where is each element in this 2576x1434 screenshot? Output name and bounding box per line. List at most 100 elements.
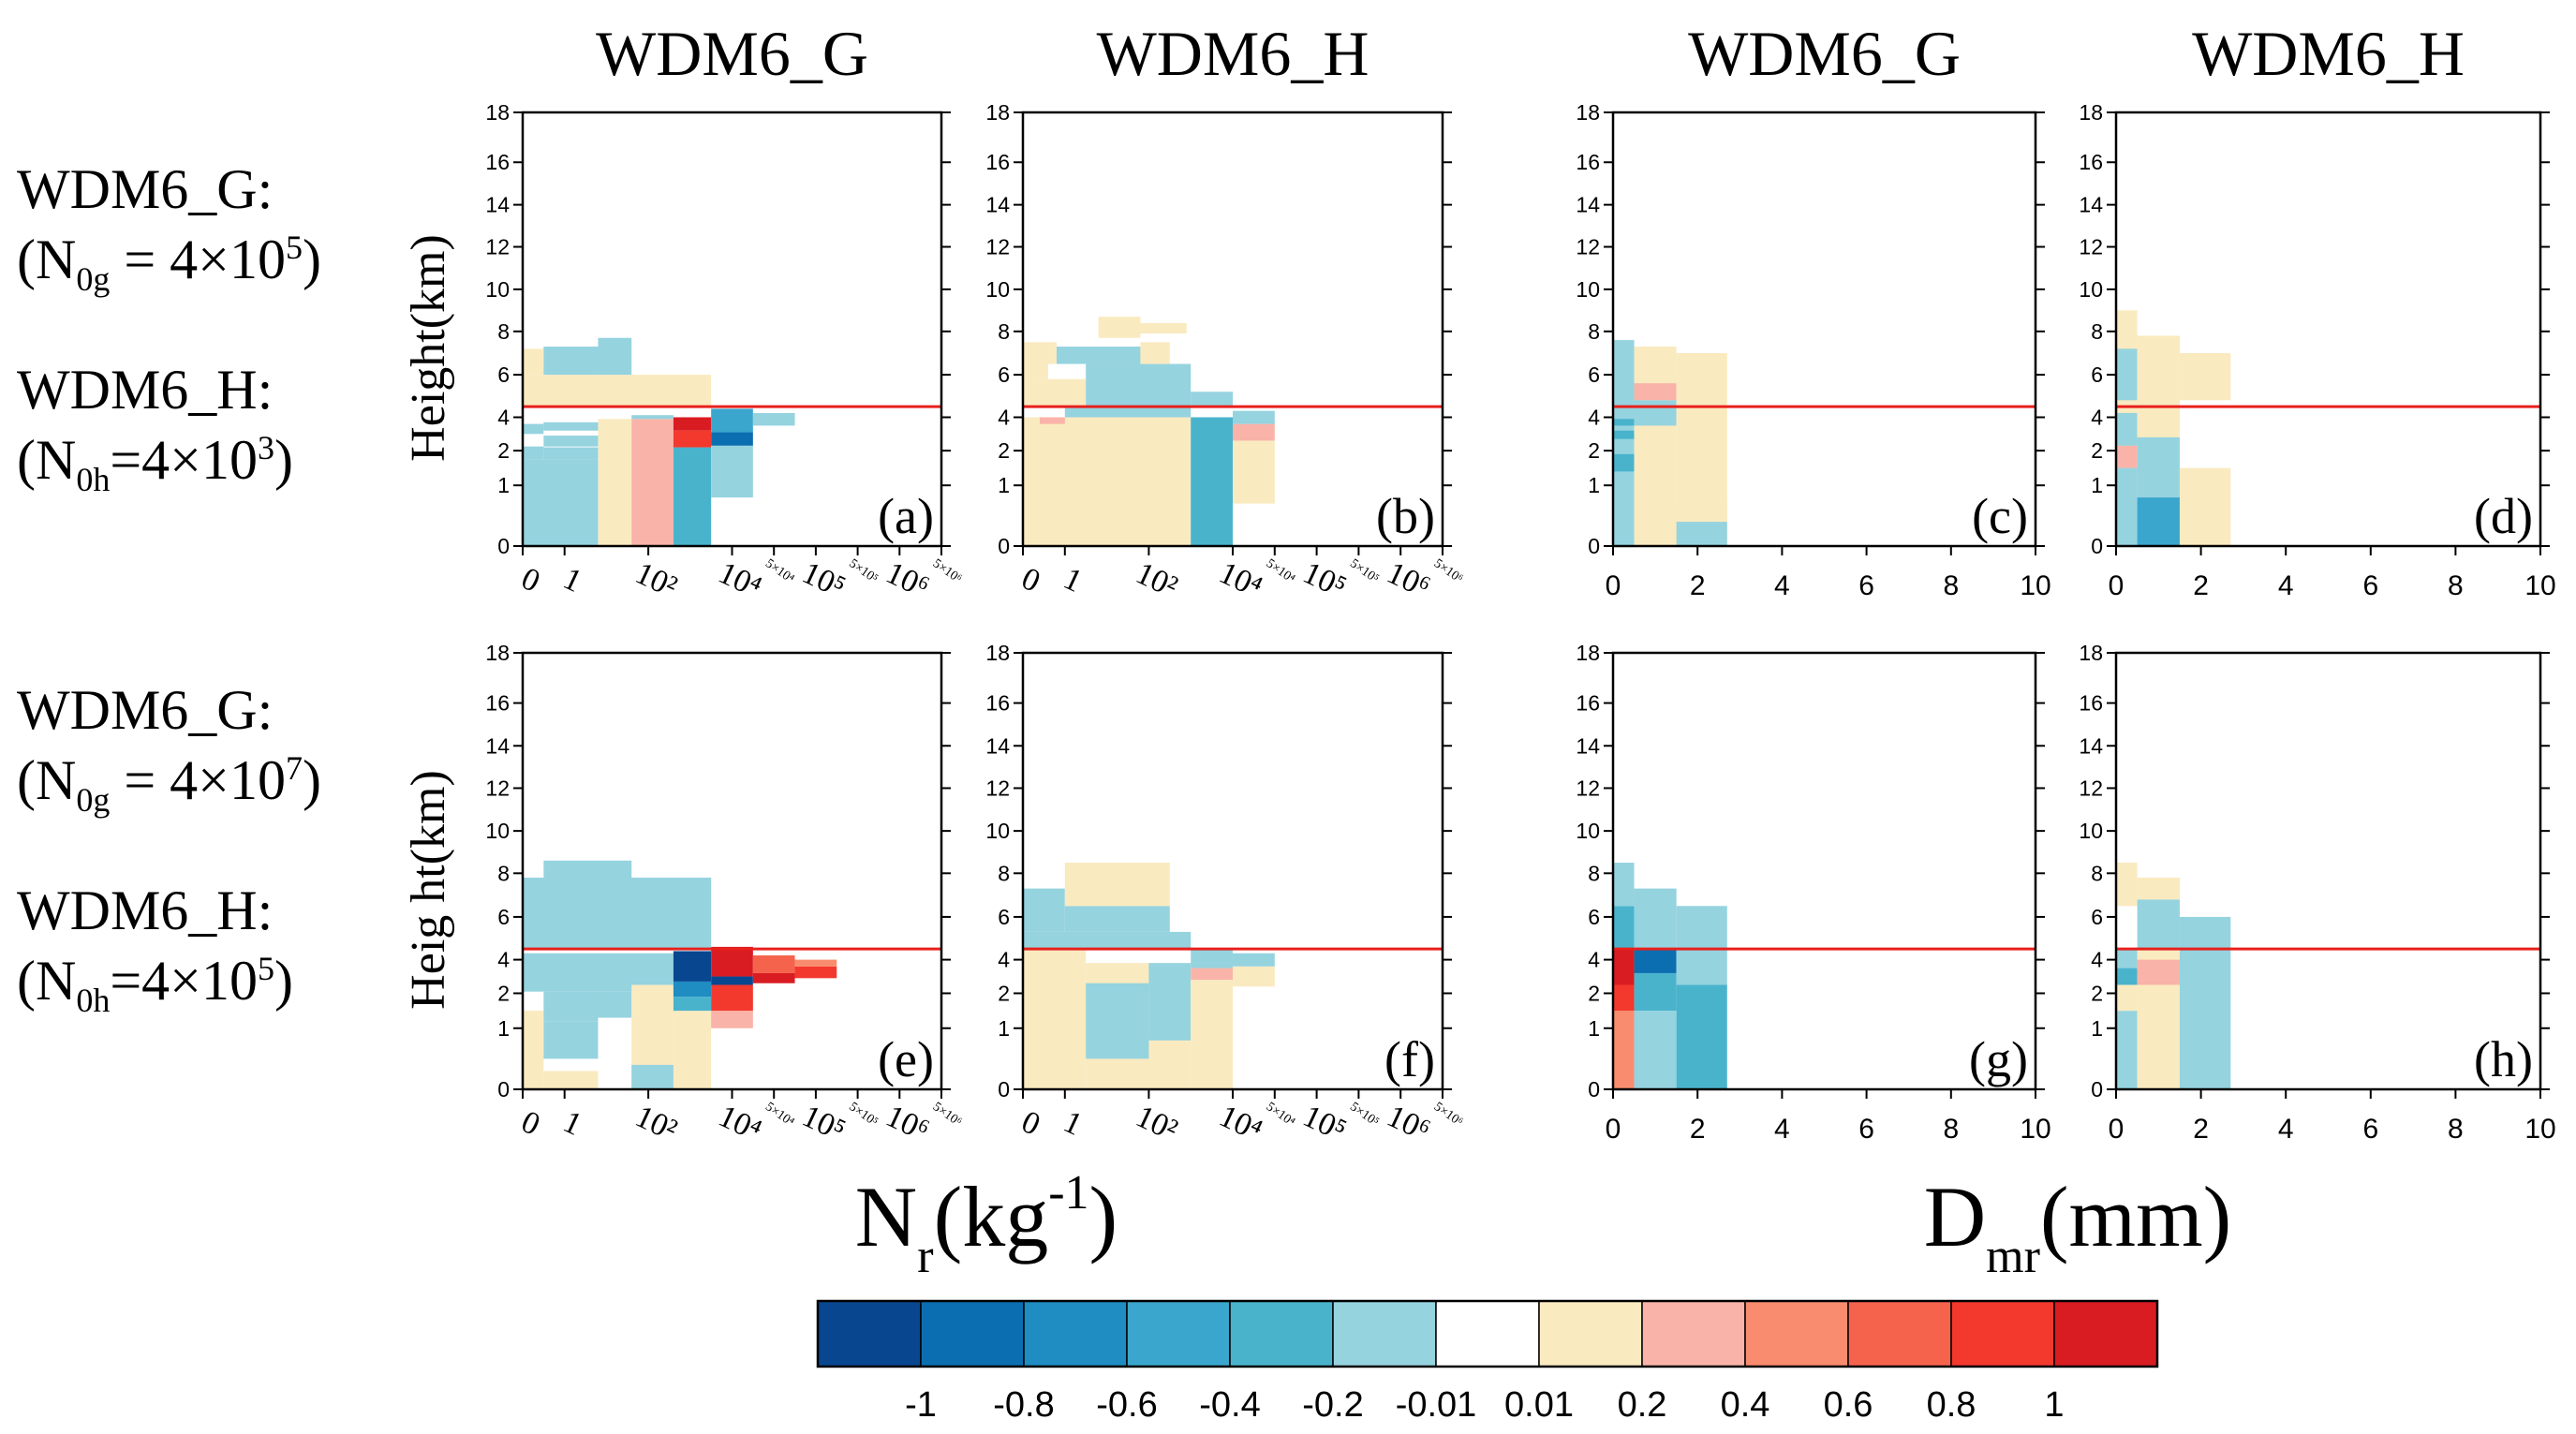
heatmap-cell — [752, 955, 795, 973]
x-tick-label: 0 — [1606, 1114, 1621, 1145]
x-tick-label: 10⁵ — [797, 555, 851, 605]
y-tick-label: 2 — [1588, 438, 1600, 463]
colorbar-swatch — [1641, 1300, 1746, 1367]
y-tick-label: 18 — [2079, 100, 2103, 125]
y-tick-label: 8 — [998, 861, 1010, 885]
row-top-h-name: WDM6_H: — [17, 359, 274, 421]
y-tick-label: 18 — [1576, 641, 1600, 665]
y-tick-label: 1 — [497, 473, 510, 497]
x-tick-label: 1 — [558, 561, 587, 599]
y-tick-label: 18 — [485, 641, 510, 665]
heatmap-cell — [1140, 342, 1170, 364]
y-tick-label: 12 — [485, 776, 510, 800]
heatmap-cell — [523, 1011, 544, 1089]
heatmap-cell — [711, 1011, 753, 1028]
colorbar-label: -0.8 — [993, 1385, 1054, 1425]
y-tick-label: 10 — [985, 277, 1010, 302]
x-tick-label: 0 — [2109, 1114, 2124, 1145]
x-tick-label: 10⁶ — [1382, 555, 1435, 605]
heatmap-cell — [2137, 497, 2180, 546]
colorbar-label: -0.2 — [1302, 1385, 1363, 1425]
colorbar-label: 0.8 — [1927, 1385, 1976, 1425]
heatmap-cell — [711, 976, 753, 985]
colorbar-swatch — [1950, 1300, 2055, 1367]
heatmap-cell — [1191, 417, 1233, 546]
y-tick-label: 0 — [2091, 534, 2103, 558]
y-tick-label: 18 — [2079, 641, 2103, 665]
x-axis-label-part: D — [1924, 1169, 1986, 1264]
heatmap-cell — [598, 991, 632, 1018]
x-tick-label: 5×10⁵ — [1347, 1100, 1381, 1130]
heatmap-cell — [631, 419, 674, 546]
y-tick-label: 0 — [2091, 1077, 2103, 1101]
heatmap-cell — [1023, 888, 1065, 932]
y-tick-label: 16 — [2079, 150, 2103, 174]
y-tick-label: 4 — [497, 405, 510, 429]
row-bottom-g-name: WDM6_G: — [17, 679, 274, 741]
heatmap-cell — [673, 417, 712, 431]
y-tick-label: 4 — [497, 948, 510, 972]
heatmap-cell — [2116, 984, 2138, 1012]
heatmap-cell — [1233, 423, 1275, 441]
heatmap-cell — [2137, 959, 2180, 985]
y-tick-label: 0 — [497, 1077, 510, 1101]
y-tick-label: 10 — [985, 819, 1010, 843]
heatmap-cell — [1676, 984, 1727, 1089]
y-tick-label: 0 — [998, 1077, 1010, 1101]
x-axis-label-part: mr — [1986, 1230, 2040, 1283]
x-tick-label: 1 — [1059, 561, 1088, 599]
heatmap-cell — [711, 432, 753, 446]
heatmap-cell — [794, 966, 837, 979]
heatmap-cell — [1191, 949, 1233, 968]
x-tick-label: 10⁶ — [881, 555, 934, 605]
heatmap-cell — [2179, 916, 2231, 1089]
x-tick-label: 8 — [2448, 1114, 2464, 1145]
x-axis-label-part: N — [855, 1169, 917, 1264]
row-label-bottom: WDM6_G: (N0g = 4×107) WDM6_H: (N0h=4×105… — [17, 682, 321, 1083]
y-tick-label: 0 — [497, 534, 510, 558]
y-tick-label: 18 — [985, 100, 1010, 125]
heatmap-cell — [1634, 347, 1677, 546]
x-tick-label: 0 — [516, 561, 545, 599]
colorbar-swatch — [1023, 1300, 1128, 1367]
y-tick-label: 1 — [2091, 1016, 2103, 1041]
y-tick-label: 14 — [1576, 733, 1600, 758]
heatmap-cell — [523, 459, 599, 546]
heatmap-cell — [523, 423, 544, 435]
heatmap-cell — [1634, 383, 1677, 401]
x-tick-label: 10² — [1131, 1099, 1183, 1147]
x-tick-label: 0 — [2109, 570, 2124, 601]
y-tick-label: 10 — [2079, 819, 2103, 843]
colorbar-swatch — [1744, 1300, 1849, 1367]
colorbar-swatch — [1435, 1300, 1540, 1367]
y-tick-label: 12 — [985, 235, 1010, 259]
heatmap-cell — [673, 447, 712, 546]
heatmap-cell — [673, 430, 712, 448]
heatmap-cell — [1613, 906, 1635, 950]
heatmap-cell — [711, 445, 753, 498]
x-tick-label: 10⁶ — [1382, 1099, 1435, 1148]
x-axis-label-part: r — [917, 1230, 933, 1283]
panel-frame — [2114, 651, 2542, 1091]
x-tick-label: 8 — [1943, 1114, 1959, 1145]
heatmap-cell — [1086, 363, 1192, 407]
y-tick-label: 4 — [1588, 948, 1600, 972]
colorbar-swatch — [1332, 1300, 1437, 1367]
y-tick-label: 10 — [2079, 277, 2103, 302]
column-title: WDM6_G — [1688, 18, 1961, 89]
panel-label: (c) — [1972, 488, 2028, 544]
heatmap-cell — [1023, 931, 1192, 950]
x-tick-label: 5×10⁴ — [1264, 556, 1297, 586]
x-tick-label: 2 — [2193, 570, 2209, 601]
column-title: WDM6_G — [596, 18, 868, 89]
heatmap-cell — [1148, 963, 1192, 1041]
heatmap-cell — [1613, 453, 1635, 472]
y-tick-label: 14 — [985, 733, 1010, 758]
y-tick-label: 2 — [2091, 981, 2103, 1005]
y-tick-label: 0 — [998, 534, 1010, 558]
heatmap-cell — [543, 1021, 599, 1059]
x-tick-label: 0 — [1016, 561, 1045, 599]
